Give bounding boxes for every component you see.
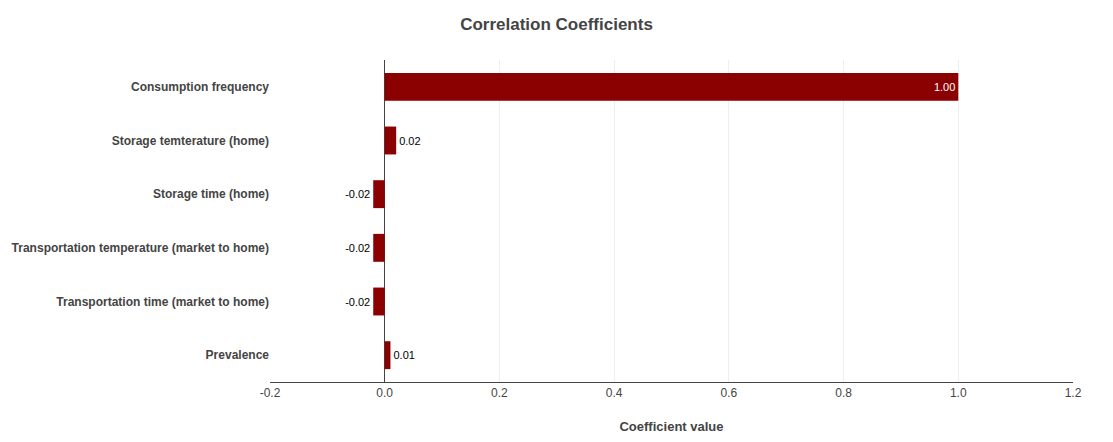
- svg-text:1.00: 1.00: [934, 81, 955, 93]
- svg-text:Coefficient value: Coefficient value: [619, 419, 723, 434]
- svg-text:0.0: 0.0: [376, 386, 393, 400]
- svg-text:-0.02: -0.02: [345, 296, 370, 308]
- svg-text:0.8: 0.8: [835, 386, 852, 400]
- svg-text:-0.2: -0.2: [260, 386, 281, 400]
- svg-text:Transportation time (market to: Transportation time (market to home): [56, 295, 269, 309]
- svg-text:0.2: 0.2: [491, 386, 508, 400]
- svg-text:0.01: 0.01: [393, 349, 414, 361]
- svg-text:-0.02: -0.02: [345, 188, 370, 200]
- svg-text:Correlation Coefficients: Correlation Coefficients: [460, 15, 653, 34]
- svg-text:-0.02: -0.02: [345, 242, 370, 254]
- svg-text:Consumption frequency: Consumption frequency: [131, 80, 269, 94]
- svg-text:1.2: 1.2: [1065, 386, 1082, 400]
- svg-text:0.02: 0.02: [399, 135, 420, 147]
- svg-text:1.0: 1.0: [950, 386, 967, 400]
- svg-text:Storage temterature (home): Storage temterature (home): [112, 134, 269, 148]
- svg-text:0.4: 0.4: [606, 386, 623, 400]
- svg-text:Storage time (home): Storage time (home): [153, 187, 269, 201]
- svg-text:Prevalence: Prevalence: [206, 348, 270, 362]
- svg-text:0.6: 0.6: [721, 386, 738, 400]
- svg-text:Transportation temperature (ma: Transportation temperature (market to ho…: [12, 241, 269, 255]
